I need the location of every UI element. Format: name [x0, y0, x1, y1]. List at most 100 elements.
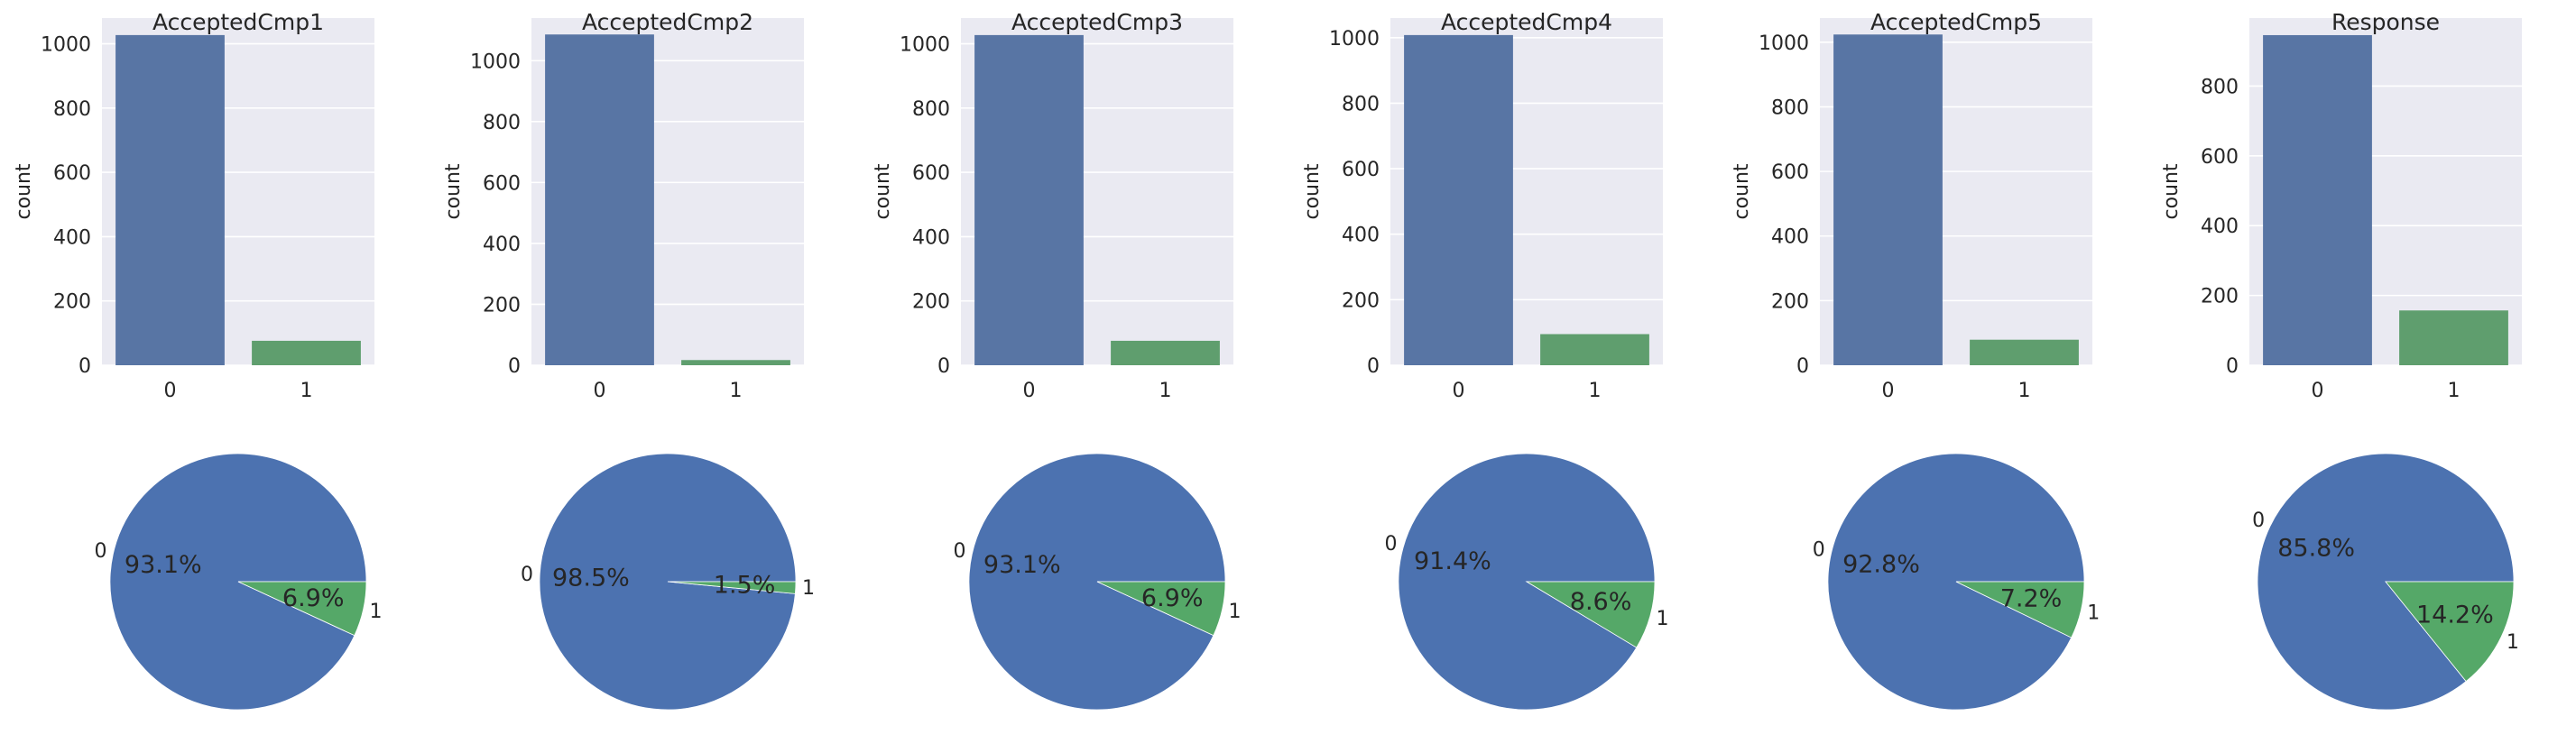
x-tick-label: 1 [2448, 380, 2461, 402]
pie-category-label: 0 [1384, 533, 1397, 556]
pie-chart-3: 93.1% 0 6.9% 1 [953, 453, 1242, 711]
y-axis-label: count [872, 163, 894, 219]
y-tick-label: 600 [1342, 159, 1380, 181]
y-tick-label: 400 [2201, 216, 2239, 238]
pie-percent-label: 93.1% [125, 551, 202, 579]
pie-slice-1 [2385, 581, 2515, 683]
pie-slice-0 [1398, 453, 1656, 711]
y-tick-label: 800 [2201, 76, 2239, 98]
y-tick-label: 1000 [900, 34, 950, 57]
y-tick-label: 0 [1796, 355, 1809, 378]
y-tick-label: 600 [912, 162, 950, 185]
y-tick-label: 600 [2201, 146, 2239, 169]
x-tick-label: 1 [730, 380, 743, 402]
pie-category-label: 0 [1813, 538, 1825, 561]
y-tick-label: 0 [78, 355, 91, 378]
y-tick-label: 1000 [1759, 32, 1809, 55]
x-tick-label: 1 [2018, 380, 2031, 402]
pie-category-label: 0 [521, 564, 533, 586]
y-tick-label: 1000 [470, 51, 521, 73]
y-tick-label: 200 [1342, 289, 1380, 312]
bar-chart-4: 0 200 400 600 800 1000 0 1 AcceptedCmp4 count [1301, 9, 1663, 402]
bar-1 [681, 360, 790, 365]
y-tick-label: 1000 [1329, 28, 1380, 51]
pie-slice-1 [1096, 581, 1226, 637]
pie-percent-label: 93.1% [983, 551, 1061, 579]
bar-0 [2263, 34, 2372, 365]
bar-0 [974, 34, 1084, 365]
chart-title: AcceptedCmp5 [1870, 9, 2042, 35]
pie-slice-1 [237, 581, 367, 637]
x-tick-label: 1 [1589, 380, 1602, 402]
pie-percent-label: 14.2% [2416, 601, 2494, 629]
bar-1 [1540, 334, 1649, 365]
bar-chart-6: 0 200 400 600 800 0 1 Response count [2160, 9, 2522, 402]
pie-category-label: 1 [2507, 631, 2519, 654]
y-axis-label: count [2160, 163, 2183, 219]
bar-chart-1: 0 200 400 600 800 1000 0 1 AcceptedCmp1 count [13, 9, 374, 402]
pie-category-label: 1 [1229, 601, 1242, 623]
chart-title: AcceptedCmp1 [152, 9, 324, 35]
bar-0 [1833, 34, 1943, 366]
y-axis-label: count [13, 163, 35, 219]
y-tick-label: 600 [53, 162, 91, 185]
bar-1 [252, 340, 361, 365]
pie-percent-label: 6.9% [282, 584, 345, 612]
chart-title: AcceptedCmp3 [1011, 9, 1183, 35]
pie-slice-0 [2257, 453, 2515, 711]
pie-percent-label: 7.2% [2000, 585, 2063, 613]
pie-percent-label: 8.6% [1570, 588, 1632, 616]
chart-title: AcceptedCmp4 [1441, 9, 1612, 35]
y-tick-label: 600 [1771, 161, 1809, 184]
y-tick-label: 0 [508, 355, 521, 378]
x-tick-label: 1 [1159, 380, 1172, 402]
pie-category-label: 1 [1657, 608, 1669, 630]
y-axis-label: count [1301, 163, 1324, 219]
x-tick-label: 0 [2312, 380, 2324, 402]
chart-title: Response [2331, 9, 2440, 35]
y-tick-label: 400 [1342, 225, 1380, 247]
y-tick-label: 800 [483, 112, 521, 134]
pie-chart-2: 98.5% 0 1.5% 1 [521, 453, 815, 711]
pie-slice-1 [1955, 581, 2085, 638]
pie-chart-6: 85.8% 0 14.2% 1 [2252, 453, 2519, 711]
y-tick-label: 1000 [41, 34, 91, 57]
bar-0 [1404, 34, 1513, 366]
y-tick-label: 0 [937, 355, 950, 378]
y-tick-label: 400 [1771, 226, 1809, 249]
x-tick-label: 0 [594, 380, 606, 402]
bar-1 [1970, 339, 2079, 365]
y-tick-label: 0 [1367, 355, 1380, 378]
x-tick-label: 0 [1023, 380, 1036, 402]
y-tick-label: 800 [1342, 93, 1380, 115]
pie-slice-1 [1525, 581, 1656, 648]
pie-percent-label: 98.5% [552, 564, 630, 592]
y-tick-label: 0 [2226, 355, 2239, 378]
x-tick-label: 1 [300, 380, 313, 402]
y-axis-label: count [1731, 163, 1753, 219]
pie-category-label: 0 [953, 540, 965, 563]
x-tick-label: 0 [164, 380, 177, 402]
x-tick-label: 0 [1882, 380, 1895, 402]
pie-percent-label: 85.8% [2277, 535, 2355, 563]
pie-percent-label: 6.9% [1141, 584, 1204, 612]
bar-chart-2: 0 200 400 600 800 1000 0 1 AcceptedCmp2 count [442, 9, 804, 402]
y-tick-label: 800 [1771, 96, 1809, 119]
y-tick-label: 400 [912, 226, 950, 249]
y-tick-label: 200 [912, 291, 950, 314]
pie-category-label: 0 [2252, 510, 2265, 532]
chart-title: AcceptedCmp2 [582, 9, 753, 35]
y-tick-label: 200 [1771, 290, 1809, 313]
y-tick-label: 800 [912, 98, 950, 121]
pie-percent-label: 91.4% [1414, 547, 1491, 575]
y-tick-label: 800 [53, 98, 91, 121]
y-tick-label: 400 [483, 234, 521, 256]
bar-chart-5: 0 200 400 600 800 1000 0 1 AcceptedCmp5 count [1731, 9, 2092, 402]
pie-percent-label: 1.5% [714, 572, 776, 600]
pie-chart-1: 93.1% 0 6.9% 1 [94, 453, 383, 711]
bar-chart-3: 0 200 400 600 800 1000 0 1 AcceptedCmp3 count [872, 9, 1233, 402]
pie-chart-5: 92.8% 0 7.2% 1 [1813, 453, 2100, 711]
bar-0 [115, 34, 225, 365]
bar-1 [2399, 310, 2508, 365]
